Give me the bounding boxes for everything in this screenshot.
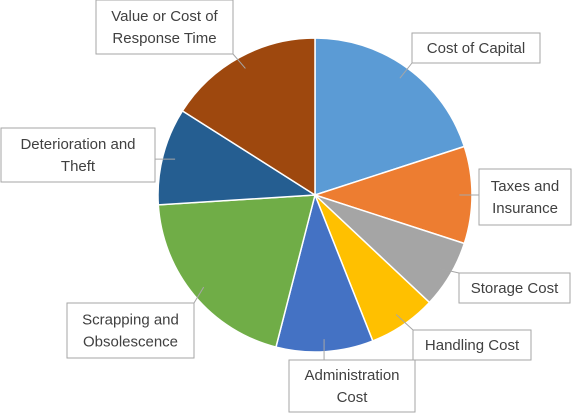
data-label-text: Cost of Capital	[427, 40, 525, 57]
data-label-text: Storage Cost	[471, 280, 559, 297]
data-label-text: Taxes and Insurance	[491, 178, 559, 217]
data-label-box	[0, 127, 156, 183]
leader-line-value-or-cost-of-response-time	[232, 53, 246, 69]
data-label-box	[412, 329, 532, 361]
leader-line-handling-cost	[395, 314, 414, 331]
pie-slice-cost-of-capital	[314, 37, 466, 197]
data-label-box	[458, 272, 571, 304]
data-label-box	[478, 168, 572, 226]
data-label-value-or-cost-of-response-time: Value or Cost of Response Time	[95, 0, 234, 55]
data-label-text: Value or Cost of Response Time	[111, 8, 218, 47]
data-label-administration-cost: Administration Cost	[288, 359, 416, 413]
data-label-text: Handling Cost	[425, 337, 520, 354]
data-label-text: Deterioration and Theft	[20, 136, 135, 175]
leader-line-storage-cost	[439, 268, 460, 274]
pie-slice-value-or-cost-of-response-time	[181, 37, 316, 197]
pie-slice-scrapping-and-obsolescence	[157, 194, 316, 348]
leader-line-cost-of-capital	[399, 62, 413, 79]
data-label-box	[95, 0, 234, 55]
data-label-box	[66, 302, 195, 359]
data-label-box	[411, 32, 541, 64]
pie-slice-administration-cost	[275, 192, 374, 353]
data-label-storage-cost: Storage Cost	[458, 272, 571, 304]
leader-line-scrapping-and-obsolescence	[193, 286, 205, 304]
data-label-box	[288, 359, 416, 413]
data-label-scrapping-and-obsolescence: Scrapping and Obsolescence	[66, 302, 195, 359]
data-label-text: Scrapping and Obsolescence	[82, 312, 179, 351]
data-label-text: Administration Cost	[304, 367, 399, 406]
pie-slices	[157, 37, 473, 353]
data-label-handling-cost: Handling Cost	[412, 329, 532, 361]
pie-slice-deterioration-and-theft	[157, 109, 318, 206]
data-label-taxes-and-insurance: Taxes and Insurance	[478, 168, 572, 226]
data-label-cost-of-capital: Cost of Capital	[411, 32, 541, 64]
data-label-deterioration-and-theft: Deterioration and Theft	[0, 127, 156, 183]
leader-lines	[155, 53, 479, 360]
